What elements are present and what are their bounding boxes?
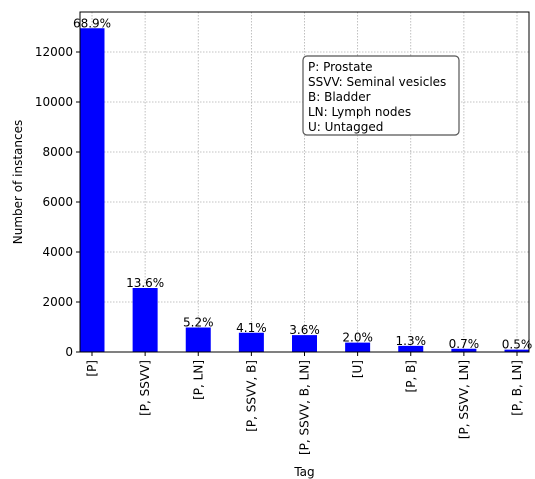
data-label: 2.0% <box>342 331 373 345</box>
x-tick-label: [P, SSVV, B] <box>244 360 258 432</box>
x-tick-label: [U] <box>351 360 365 378</box>
x-tick-label: [P, B, LN] <box>510 360 524 416</box>
y-axis-label: Number of instances <box>11 120 25 245</box>
bar <box>345 342 371 352</box>
legend-entry: LN: Lymph nodes <box>308 105 411 119</box>
data-label: 13.6% <box>126 276 164 290</box>
bar <box>451 348 477 352</box>
plot-frame <box>79 11 530 353</box>
x-tick-label: [P] <box>85 360 99 377</box>
y-tick-label: 0 <box>65 345 73 359</box>
data-label: 5.2% <box>183 316 214 330</box>
bar <box>292 335 317 352</box>
legend-entry: P: Prostate <box>308 60 373 74</box>
data-label: 3.6% <box>289 323 320 337</box>
y-tick-label: 8000 <box>42 145 73 159</box>
legend-entry: U: Untagged <box>308 120 383 134</box>
data-label: 0.5% <box>502 338 533 352</box>
x-tick-label: [P, B] <box>404 360 418 392</box>
legend-entry: SSVV: Seminal vesicles <box>308 75 446 89</box>
data-label: 0.7% <box>449 337 480 351</box>
x-axis-label: Tag <box>293 465 314 479</box>
data-labels: 68.9% 13.6% 5.2% 4.1% 3.6% 2.0% 1.3% 0.7% 0.5% <box>73 16 532 351</box>
x-tick-label: [P, LN] <box>191 360 205 400</box>
data-label: 1.3% <box>396 334 427 348</box>
x-tick-label: [P, SSVV, LN] <box>457 360 471 439</box>
y-tick-label: 2000 <box>42 295 73 309</box>
bars <box>79 28 530 352</box>
bar <box>132 288 158 352</box>
x-tick-label: [P, SSVV, B, LN] <box>298 360 312 455</box>
data-label: 4.1% <box>236 321 267 335</box>
x-tick-label: [P, SSVV] <box>138 360 152 416</box>
bar <box>185 327 211 352</box>
y-axis-ticks: 0 2000 4000 6000 8000 10000 12000 <box>35 45 80 359</box>
y-tick-label: 6000 <box>42 195 73 209</box>
legend-box <box>302 55 460 136</box>
bar <box>238 332 264 352</box>
x-axis-ticks: [P] [P, SSVV] [P, LN] [P, SSVV, B] [P, SSVV,… <box>85 352 524 455</box>
y-tick-label: 4000 <box>42 245 73 259</box>
data-label: 68.9% <box>73 16 111 30</box>
y-tick-label: 12000 <box>35 45 73 59</box>
y-tick-label: 10000 <box>35 95 73 109</box>
bar <box>398 345 424 352</box>
legend: P: Prostate SSVV: Seminal vesicles B: Bl… <box>302 55 460 136</box>
bar <box>79 28 105 352</box>
bar <box>504 349 530 352</box>
legend-entry: B: Bladder <box>308 90 371 104</box>
